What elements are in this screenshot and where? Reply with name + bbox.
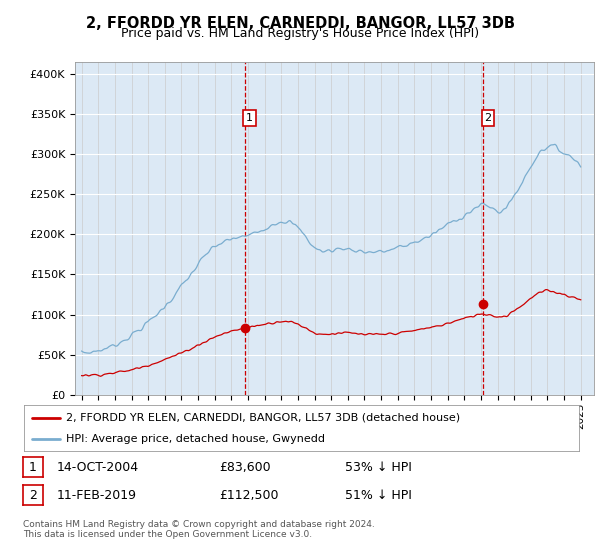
Text: Price paid vs. HM Land Registry's House Price Index (HPI): Price paid vs. HM Land Registry's House … (121, 27, 479, 40)
Text: £112,500: £112,500 (219, 488, 278, 502)
Text: 2, FFORDD YR ELEN, CARNEDDI, BANGOR, LL57 3DB (detached house): 2, FFORDD YR ELEN, CARNEDDI, BANGOR, LL5… (65, 413, 460, 423)
Text: 51% ↓ HPI: 51% ↓ HPI (345, 488, 412, 502)
Text: HPI: Average price, detached house, Gwynedd: HPI: Average price, detached house, Gwyn… (65, 434, 325, 444)
Text: 2, FFORDD YR ELEN, CARNEDDI, BANGOR, LL57 3DB: 2, FFORDD YR ELEN, CARNEDDI, BANGOR, LL5… (86, 16, 515, 31)
Text: 1: 1 (29, 460, 37, 474)
Text: Contains HM Land Registry data © Crown copyright and database right 2024.
This d: Contains HM Land Registry data © Crown c… (23, 520, 374, 539)
Text: 14-OCT-2004: 14-OCT-2004 (57, 460, 139, 474)
Text: 53% ↓ HPI: 53% ↓ HPI (345, 460, 412, 474)
Text: 11-FEB-2019: 11-FEB-2019 (57, 488, 137, 502)
Text: 1: 1 (246, 113, 253, 123)
Text: 2: 2 (29, 488, 37, 502)
Text: 2: 2 (484, 113, 491, 123)
Text: £83,600: £83,600 (219, 460, 271, 474)
